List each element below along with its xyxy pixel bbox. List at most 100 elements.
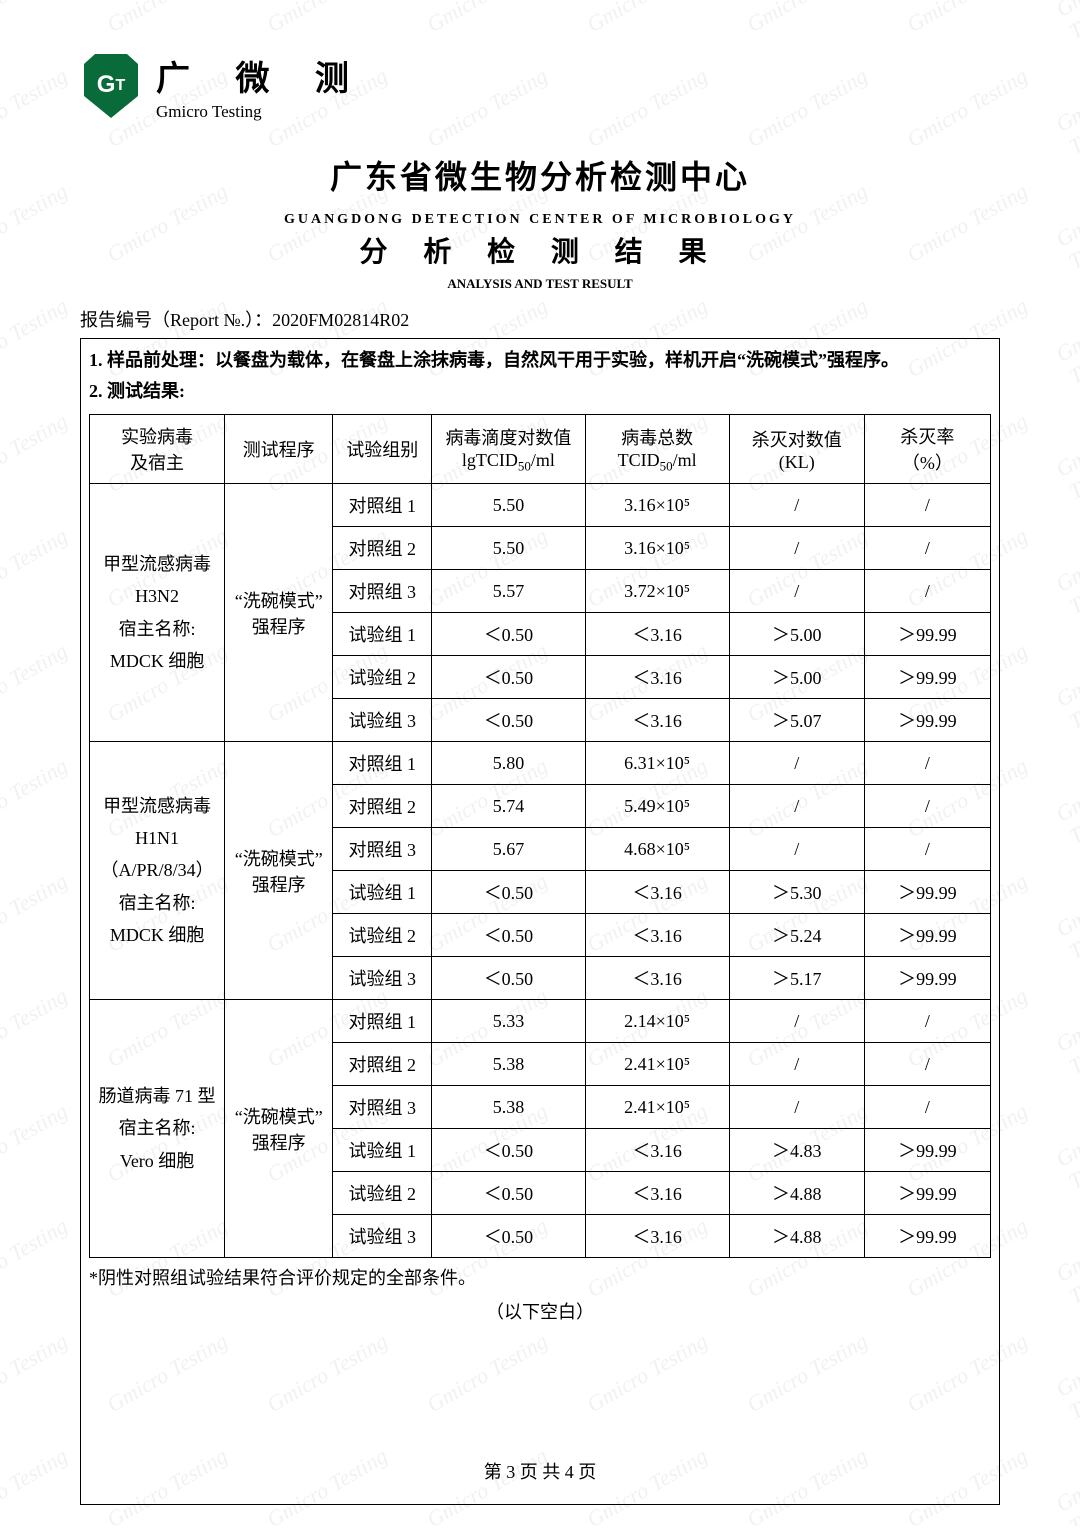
col-rate: 杀灭率 （%）: [864, 415, 990, 484]
group-cell: 对照组 2: [333, 1043, 432, 1086]
value-cell: ＜0.50: [432, 656, 585, 699]
value-cell: /: [864, 570, 990, 613]
value-cell: ＞4.88: [729, 1172, 864, 1215]
virus-cell: 甲型流感病毒 H1N1 （A/PR/8/34） 宿主名称: MDCK 细胞: [90, 742, 225, 1000]
program-cell: “洗碗模式” 强程序: [225, 484, 333, 742]
value-cell: /: [729, 828, 864, 871]
value-cell: ＜0.50: [432, 1172, 585, 1215]
table-row: 甲型流感病毒 H3N2 宿主名称: MDCK 细胞“洗碗模式” 强程序对照组 1…: [90, 484, 991, 527]
value-cell: ＜0.50: [432, 914, 585, 957]
value-cell: ＞99.99: [864, 914, 990, 957]
subtitle-en: ANALYSIS AND TEST RESULT: [80, 276, 1000, 292]
value-cell: ＞5.00: [729, 613, 864, 656]
value-cell: ＞99.99: [864, 1215, 990, 1258]
value-cell: 2.14×10⁵: [585, 1000, 729, 1043]
value-cell: 6.31×10⁵: [585, 742, 729, 785]
report-no-value: 2020FM02814R02: [272, 310, 409, 330]
group-cell: 试验组 1: [333, 1129, 432, 1172]
value-cell: ＞5.24: [729, 914, 864, 957]
logo-cn-text: 广 微 测: [156, 51, 367, 100]
value-cell: 5.38: [432, 1043, 585, 1086]
value-cell: ＜3.16: [585, 613, 729, 656]
value-cell: /: [864, 527, 990, 570]
program-cell: “洗碗模式” 强程序: [225, 742, 333, 1000]
report-no-label: 报告编号（Report №.）：: [80, 310, 272, 330]
value-cell: /: [864, 742, 990, 785]
value-cell: /: [864, 1086, 990, 1129]
value-cell: ＜0.50: [432, 699, 585, 742]
value-cell: ＜3.16: [585, 871, 729, 914]
group-cell: 试验组 2: [333, 914, 432, 957]
table-row: 肠道病毒 71 型 宿主名称: Vero 细胞“洗碗模式” 强程序对照组 15.…: [90, 1000, 991, 1043]
value-cell: 2.41×10⁵: [585, 1086, 729, 1129]
group-cell: 试验组 1: [333, 871, 432, 914]
virus-cell: 甲型流感病毒 H3N2 宿主名称: MDCK 细胞: [90, 484, 225, 742]
title-cn: 广东省微生物分析检测中心: [80, 152, 1000, 198]
col-virus: 实验病毒 及宿主: [90, 415, 225, 484]
value-cell: ＞99.99: [864, 871, 990, 914]
col-kl: 杀灭对数值 (KL): [729, 415, 864, 484]
note-line-1: 1. 样品前处理：以餐盘为载体，在餐盘上涂抹病毒，自然风干用于实验，样机开启“洗…: [89, 350, 899, 370]
value-cell: ＜0.50: [432, 957, 585, 1000]
col-group: 试验组别: [333, 415, 432, 484]
value-cell: /: [864, 785, 990, 828]
group-cell: 试验组 3: [333, 1215, 432, 1258]
table-row: 甲型流感病毒 H1N1 （A/PR/8/34） 宿主名称: MDCK 细胞“洗碗…: [90, 742, 991, 785]
group-cell: 对照组 1: [333, 742, 432, 785]
content-box: 1. 样品前处理：以餐盘为载体，在餐盘上涂抹病毒，自然风干用于实验，样机开启“洗…: [80, 338, 1000, 1505]
value-cell: ＞4.83: [729, 1129, 864, 1172]
value-cell: 5.80: [432, 742, 585, 785]
value-cell: /: [729, 484, 864, 527]
value-cell: /: [729, 527, 864, 570]
value-cell: ＜3.16: [585, 1215, 729, 1258]
value-cell: ＜0.50: [432, 871, 585, 914]
value-cell: 5.49×10⁵: [585, 785, 729, 828]
value-cell: /: [729, 1086, 864, 1129]
group-cell: 对照组 2: [333, 527, 432, 570]
value-cell: 4.68×10⁵: [585, 828, 729, 871]
value-cell: /: [729, 1043, 864, 1086]
col-titer: 病毒滴度对数值 lgTCID50/ml: [432, 415, 585, 484]
value-cell: ＞99.99: [864, 656, 990, 699]
group-cell: 对照组 3: [333, 1086, 432, 1129]
value-cell: ＜3.16: [585, 1129, 729, 1172]
group-cell: 对照组 3: [333, 828, 432, 871]
group-cell: 试验组 1: [333, 613, 432, 656]
value-cell: /: [729, 785, 864, 828]
pretreatment-note: 1. 样品前处理：以餐盘为载体，在餐盘上涂抹病毒，自然风干用于实验，样机开启“洗…: [89, 345, 991, 406]
col-program: 测试程序: [225, 415, 333, 484]
value-cell: 3.16×10⁵: [585, 484, 729, 527]
value-cell: /: [729, 570, 864, 613]
value-cell: /: [864, 484, 990, 527]
group-cell: 对照组 3: [333, 570, 432, 613]
subtitle-cn: 分 析 检 测 结 果: [80, 230, 1000, 270]
value-cell: 3.72×10⁵: [585, 570, 729, 613]
value-cell: 5.38: [432, 1086, 585, 1129]
logo-shield-icon: GT: [80, 50, 142, 122]
blank-below-note: （以下空白）: [89, 1298, 991, 1324]
group-cell: 试验组 2: [333, 656, 432, 699]
virus-cell: 肠道病毒 71 型 宿主名称: Vero 细胞: [90, 1000, 225, 1258]
value-cell: /: [729, 742, 864, 785]
value-cell: 3.16×10⁵: [585, 527, 729, 570]
value-cell: ＜3.16: [585, 656, 729, 699]
value-cell: ＞5.30: [729, 871, 864, 914]
value-cell: ＞5.17: [729, 957, 864, 1000]
value-cell: /: [864, 1000, 990, 1043]
col-total: 病毒总数 TCID50/ml: [585, 415, 729, 484]
value-cell: 5.50: [432, 484, 585, 527]
group-cell: 试验组 3: [333, 699, 432, 742]
value-cell: 5.67: [432, 828, 585, 871]
value-cell: 5.74: [432, 785, 585, 828]
logo-block: GT 广 微 测 Gmicro Testing: [80, 50, 1000, 122]
value-cell: /: [864, 828, 990, 871]
value-cell: ＜3.16: [585, 957, 729, 1000]
value-cell: ＞99.99: [864, 957, 990, 1000]
value-cell: ＜0.50: [432, 613, 585, 656]
value-cell: ＞99.99: [864, 1172, 990, 1215]
value-cell: 5.50: [432, 527, 585, 570]
results-table: 实验病毒 及宿主 测试程序 试验组别 病毒滴度对数值 lgTCID50/ml 病…: [89, 414, 991, 1258]
value-cell: ＞4.88: [729, 1215, 864, 1258]
value-cell: ＜3.16: [585, 1172, 729, 1215]
value-cell: 2.41×10⁵: [585, 1043, 729, 1086]
